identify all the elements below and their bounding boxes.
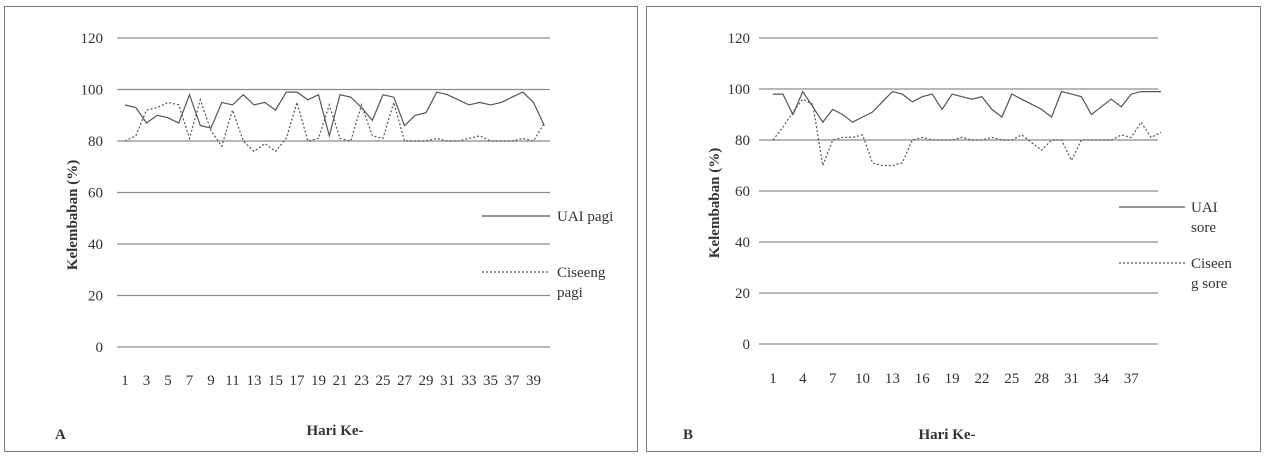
chart-a-y-tick-label: 40 [88, 237, 103, 253]
chart-b-legend: UAI sore Ciseen g sore [1119, 200, 1232, 292]
chart-b-x-tick-label: 7 [829, 371, 837, 387]
chart-b-x-tick-label: 22 [974, 371, 989, 387]
chart-b-x-tick-label: 37 [1124, 371, 1140, 387]
chart-b-series-uai-line [773, 90, 1161, 124]
chart-a-x-tick-label: 13 [247, 373, 262, 389]
chart-a-lines [124, 91, 545, 153]
chart-a-x-tick-label: 7 [186, 373, 194, 389]
chart-b-x-tick-label: 4 [799, 371, 807, 387]
chart-a-x-tick-label: 39 [526, 373, 541, 389]
chart-a-x-tick-label: 35 [483, 373, 498, 389]
chart-a-x-tick-label: 27 [397, 373, 413, 389]
chart-a-x-tick-label: 15 [268, 373, 283, 389]
legend-a-uai-label: UAI pagi [557, 209, 613, 225]
legend-a-ciseeng-label-1: Ciseeng [557, 265, 606, 281]
chart-a-x-tick-label: 33 [462, 373, 477, 389]
chart-b-y-axis-label: Kelembaban (%) [707, 148, 723, 258]
chart-a-y-tick-label: 100 [81, 83, 104, 99]
chart-b-x-tick-label: 19 [945, 371, 960, 387]
chart-a-series-ciseeng-line [124, 97, 545, 153]
chart-a-x-tick-label: 29 [419, 373, 434, 389]
chart-a-panel-label: A [55, 427, 66, 443]
chart-a-x-tick-label: 1 [121, 373, 129, 389]
chart-b-y-tick-label: 120 [728, 31, 751, 47]
chart-a-x-ticks: 1 3 5 7 9 11 13 15 17 19 21 23 25 27 29 31 33 35 37 39 [121, 373, 541, 389]
chart-b-x-tick-label: 1 [769, 371, 777, 387]
chart-b-x-axis-label: Hari Ke- [918, 427, 975, 443]
legend-b-ciseeng-label-2: g sore [1191, 276, 1228, 292]
chart-b-x-tick-label: 10 [855, 371, 870, 387]
chart-a-y-tick-label: 0 [96, 340, 104, 356]
chart-b-y-tick-label: 100 [728, 82, 751, 98]
chart-a-y-tick-label: 80 [88, 134, 103, 150]
chart-a-x-tick-label: 21 [333, 373, 348, 389]
chart-a-x-axis-label: Hari Ke- [306, 423, 363, 439]
chart-b-y-tick-label: 80 [735, 133, 750, 149]
chart-b-x-tick-label: 31 [1064, 371, 1079, 387]
chart-b-y-tick-label: 20 [735, 286, 750, 302]
chart-a-x-tick-label: 19 [311, 373, 326, 389]
chart-b-y-tick-label: 40 [735, 235, 750, 251]
chart-a-x-tick-label: 9 [207, 373, 215, 389]
chart-b-y-tick-label: 60 [735, 184, 750, 200]
chart-a-legend: UAI pagi Ciseeng pagi [482, 209, 613, 301]
chart-b-x-tick-label: 25 [1004, 371, 1019, 387]
chart-b-series-ciseeng-line [772, 98, 1162, 168]
chart-a-y-tick-label: 20 [88, 289, 103, 305]
chart-panel-a: 0 20 40 60 80 100 120 1 3 5 7 9 11 13 15 17 19 21 23 25 27 2… [4, 6, 638, 452]
chart-a-y-axis-label: Kelembaban (%) [65, 160, 81, 270]
chart-b-x-tick-label: 13 [885, 371, 900, 387]
legend-b-ciseeng-label-1: Ciseen [1191, 256, 1232, 272]
chart-b-x-ticks: 1 4 7 10 13 16 19 22 25 28 31 34 37 [769, 371, 1139, 387]
chart-a-x-tick-label: 17 [290, 373, 306, 389]
chart-b-x-tick-label: 16 [915, 371, 931, 387]
chart-a-x-tick-label: 37 [505, 373, 521, 389]
chart-a-y-tick-label: 120 [81, 31, 104, 47]
chart-a-x-tick-label: 25 [376, 373, 391, 389]
chart-b-x-tick-label: 28 [1034, 371, 1049, 387]
chart-a-grid [117, 37, 550, 348]
chart-b-panel-label: B [683, 427, 693, 443]
chart-b-y-ticks: 0 20 40 60 80 100 120 [728, 31, 751, 353]
chart-b-x-tick-label: 34 [1094, 371, 1110, 387]
legend-a-ciseeng-label-2: pagi [557, 285, 583, 301]
chart-b-y-tick-label: 0 [743, 337, 751, 353]
chart-a-x-tick-label: 5 [164, 373, 172, 389]
chart-a-y-ticks: 0 20 40 60 80 100 120 [81, 31, 104, 356]
chart-a-x-tick-label: 23 [354, 373, 369, 389]
chart-b-grid [759, 37, 1158, 345]
chart-a-y-tick-label: 60 [88, 186, 103, 202]
legend-b-uai-label-1: UAI [1191, 200, 1218, 216]
chart-a-series-uai-line [124, 91, 545, 139]
chart-panel-b: 0 20 40 60 80 100 120 1 4 7 10 13 16 19 22 25 28 31 34 37 … [646, 6, 1261, 452]
chart-a-x-tick-label: 11 [225, 373, 239, 389]
legend-b-uai-label-2: sore [1191, 220, 1216, 236]
chart-a-x-tick-label: 31 [440, 373, 455, 389]
chart-a-x-tick-label: 3 [143, 373, 151, 389]
chart-b-lines [772, 90, 1162, 168]
